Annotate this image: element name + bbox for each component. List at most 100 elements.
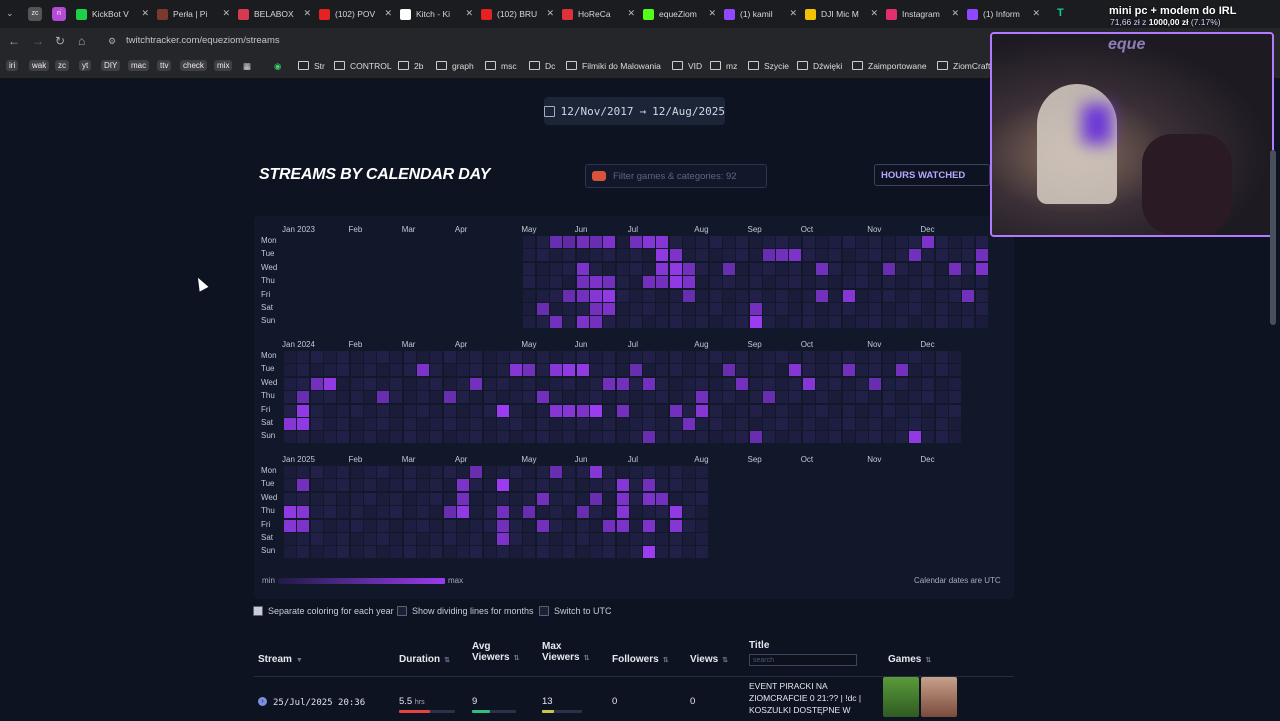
heatmap-cell-empty[interactable]	[510, 351, 523, 363]
heatmap-cell[interactable]	[749, 303, 762, 315]
heatmap-cell-empty[interactable]	[403, 492, 416, 505]
heatmap-cell-empty[interactable]	[523, 466, 536, 478]
heatmap-cell-empty[interactable]	[669, 533, 682, 545]
heatmap-cell-empty[interactable]	[683, 546, 695, 559]
heatmap-cell-empty[interactable]	[483, 391, 496, 404]
heatmap-cell[interactable]	[669, 249, 682, 262]
heatmap-cell-empty[interactable]	[935, 377, 948, 390]
heatmap-cell[interactable]	[603, 276, 616, 289]
heatmap-cell-empty[interactable]	[550, 519, 562, 532]
heatmap-cell-empty[interactable]	[563, 249, 576, 262]
heatmap-cell-empty[interactable]	[323, 466, 336, 478]
heatmap-cell-empty[interactable]	[669, 479, 682, 492]
heatmap-cell-empty[interactable]	[456, 377, 469, 390]
heatmap-cell-empty[interactable]	[523, 262, 536, 275]
heatmap-cell[interactable]	[629, 364, 642, 377]
heatmap-cell-empty[interactable]	[417, 377, 429, 390]
heatmap-cell-empty[interactable]	[377, 479, 390, 492]
heatmap-cell-empty[interactable]	[869, 289, 882, 302]
heatmap-cell-empty[interactable]	[962, 276, 975, 289]
heatmap-cell[interactable]	[669, 276, 682, 289]
heatmap-cell[interactable]	[297, 506, 310, 519]
heatmap-cell-empty[interactable]	[403, 519, 416, 532]
bookmark-tag[interactable]: zc	[55, 60, 69, 71]
heatmap-cell-empty[interactable]	[483, 492, 496, 505]
heatmap-cell-empty[interactable]	[576, 533, 589, 545]
heatmap-cell-empty[interactable]	[949, 316, 961, 329]
bookmark-tag[interactable]: iri	[6, 60, 19, 71]
heatmap-cell-empty[interactable]	[762, 404, 775, 417]
heatmap-cell-empty[interactable]	[909, 364, 922, 377]
heatmap-cell-empty[interactable]	[496, 492, 509, 505]
heatmap-cell-empty[interactable]	[869, 276, 882, 289]
heatmap-cell-empty[interactable]	[403, 351, 416, 363]
heatmap-cell-empty[interactable]	[337, 351, 350, 363]
heatmap-cell-empty[interactable]	[869, 236, 882, 248]
heatmap-cell-empty[interactable]	[935, 289, 948, 302]
col-followers[interactable]: Followers ⇅	[612, 654, 669, 665]
heatmap-cell-empty[interactable]	[443, 546, 456, 559]
heatmap-cell-empty[interactable]	[696, 546, 709, 559]
heatmap-cell-empty[interactable]	[563, 466, 576, 478]
heatmap-cell-empty[interactable]	[789, 236, 802, 248]
reload-icon[interactable]: ↻	[55, 34, 66, 48]
heatmap-cell[interactable]	[643, 431, 656, 444]
heatmap-cell-empty[interactable]	[855, 316, 868, 329]
heatmap-cell-empty[interactable]	[417, 492, 429, 505]
heatmap-cell[interactable]	[722, 364, 735, 377]
heatmap-cell-empty[interactable]	[550, 506, 562, 519]
heatmap-cell-empty[interactable]	[363, 492, 376, 505]
heatmap-cell-empty[interactable]	[895, 303, 908, 315]
heatmap-cell-empty[interactable]	[403, 391, 416, 404]
site-info-icon[interactable]: ⚙	[108, 36, 117, 46]
tab-close-icon[interactable]: ✕	[951, 8, 959, 18]
heatmap-cell-empty[interactable]	[310, 391, 323, 404]
tab-close-icon[interactable]: ✕	[384, 8, 392, 18]
heatmap-cell-empty[interactable]	[456, 546, 469, 559]
heatmap-cell-empty[interactable]	[523, 316, 536, 329]
heatmap-cell-empty[interactable]	[603, 404, 616, 417]
heatmap-cell-empty[interactable]	[510, 533, 523, 545]
heatmap-cell-empty[interactable]	[523, 391, 536, 404]
heatmap-cell[interactable]	[443, 506, 456, 519]
heatmap-cell-empty[interactable]	[363, 364, 376, 377]
heatmap-cell-empty[interactable]	[736, 431, 749, 444]
heatmap-cell-empty[interactable]	[430, 506, 443, 519]
heatmap-cell-empty[interactable]	[496, 418, 509, 430]
heatmap-cell-empty[interactable]	[629, 431, 642, 444]
heatmap-cell-empty[interactable]	[816, 249, 828, 262]
heatmap-cell-empty[interactable]	[363, 351, 376, 363]
heatmap-cell-empty[interactable]	[909, 418, 922, 430]
heatmap-cell-empty[interactable]	[510, 546, 523, 559]
heatmap-cell[interactable]	[496, 479, 509, 492]
heatmap-cell-empty[interactable]	[616, 533, 629, 545]
heatmap-cell-empty[interactable]	[603, 418, 616, 430]
heatmap-cell-empty[interactable]	[802, 276, 815, 289]
heatmap-cell-empty[interactable]	[975, 289, 988, 302]
heatmap-cell-empty[interactable]	[603, 249, 616, 262]
heatmap-cell-empty[interactable]	[683, 351, 695, 363]
heatmap-cell-empty[interactable]	[616, 289, 629, 302]
heatmap-cell-empty[interactable]	[377, 492, 390, 505]
heatmap-cell-empty[interactable]	[709, 316, 722, 329]
heatmap-cell[interactable]	[576, 506, 589, 519]
heatmap-cell-empty[interactable]	[616, 391, 629, 404]
heatmap-cell-empty[interactable]	[669, 492, 682, 505]
heatmap-cell-empty[interactable]	[323, 492, 336, 505]
heatmap-cell-empty[interactable]	[456, 466, 469, 478]
heatmap-cell-empty[interactable]	[683, 533, 695, 545]
heatmap-cell-empty[interactable]	[297, 364, 310, 377]
heatmap-cell-empty[interactable]	[722, 303, 735, 315]
heatmap-cell-empty[interactable]	[563, 316, 576, 329]
heatmap-cell-empty[interactable]	[403, 546, 416, 559]
heatmap-cell[interactable]	[297, 404, 310, 417]
heatmap-cell-empty[interactable]	[350, 519, 363, 532]
heatmap-cell-empty[interactable]	[842, 249, 855, 262]
heatmap-cell-empty[interactable]	[962, 236, 975, 248]
heatmap-cell-empty[interactable]	[922, 303, 935, 315]
heatmap-cell-empty[interactable]	[776, 391, 789, 404]
heatmap-cell-empty[interactable]	[523, 351, 536, 363]
heatmap-cell-empty[interactable]	[962, 262, 975, 275]
heatmap-cell[interactable]	[643, 492, 656, 505]
heatmap-cell[interactable]	[589, 289, 602, 302]
